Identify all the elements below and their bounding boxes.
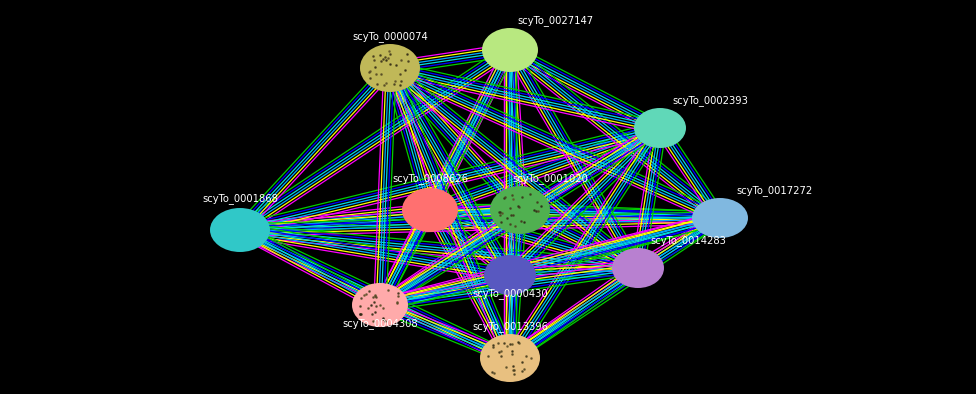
Text: scyTo_0004308: scyTo_0004308 [343,318,418,329]
Text: scyTo_0001020: scyTo_0001020 [512,173,588,184]
Text: scyTo_0008626: scyTo_0008626 [392,173,468,184]
Ellipse shape [490,186,550,234]
Text: scyTo_0017272: scyTo_0017272 [737,185,813,196]
Text: scyTo_0002393: scyTo_0002393 [672,95,748,106]
Text: scyTo_0027147: scyTo_0027147 [517,15,593,26]
Ellipse shape [634,108,686,148]
Text: scyTo_0001868: scyTo_0001868 [202,193,278,204]
Text: scyTo_0013396: scyTo_0013396 [472,321,548,332]
Ellipse shape [484,255,536,295]
Ellipse shape [352,283,408,327]
Ellipse shape [692,198,748,238]
Text: scyTo_0000430: scyTo_0000430 [472,288,548,299]
Ellipse shape [210,208,270,252]
Ellipse shape [482,28,538,72]
Ellipse shape [360,44,420,92]
Ellipse shape [480,334,540,382]
Text: scyTo_0000074: scyTo_0000074 [352,31,427,42]
Text: scyTo_0014283: scyTo_0014283 [650,235,726,246]
Ellipse shape [612,248,664,288]
Ellipse shape [402,188,458,232]
